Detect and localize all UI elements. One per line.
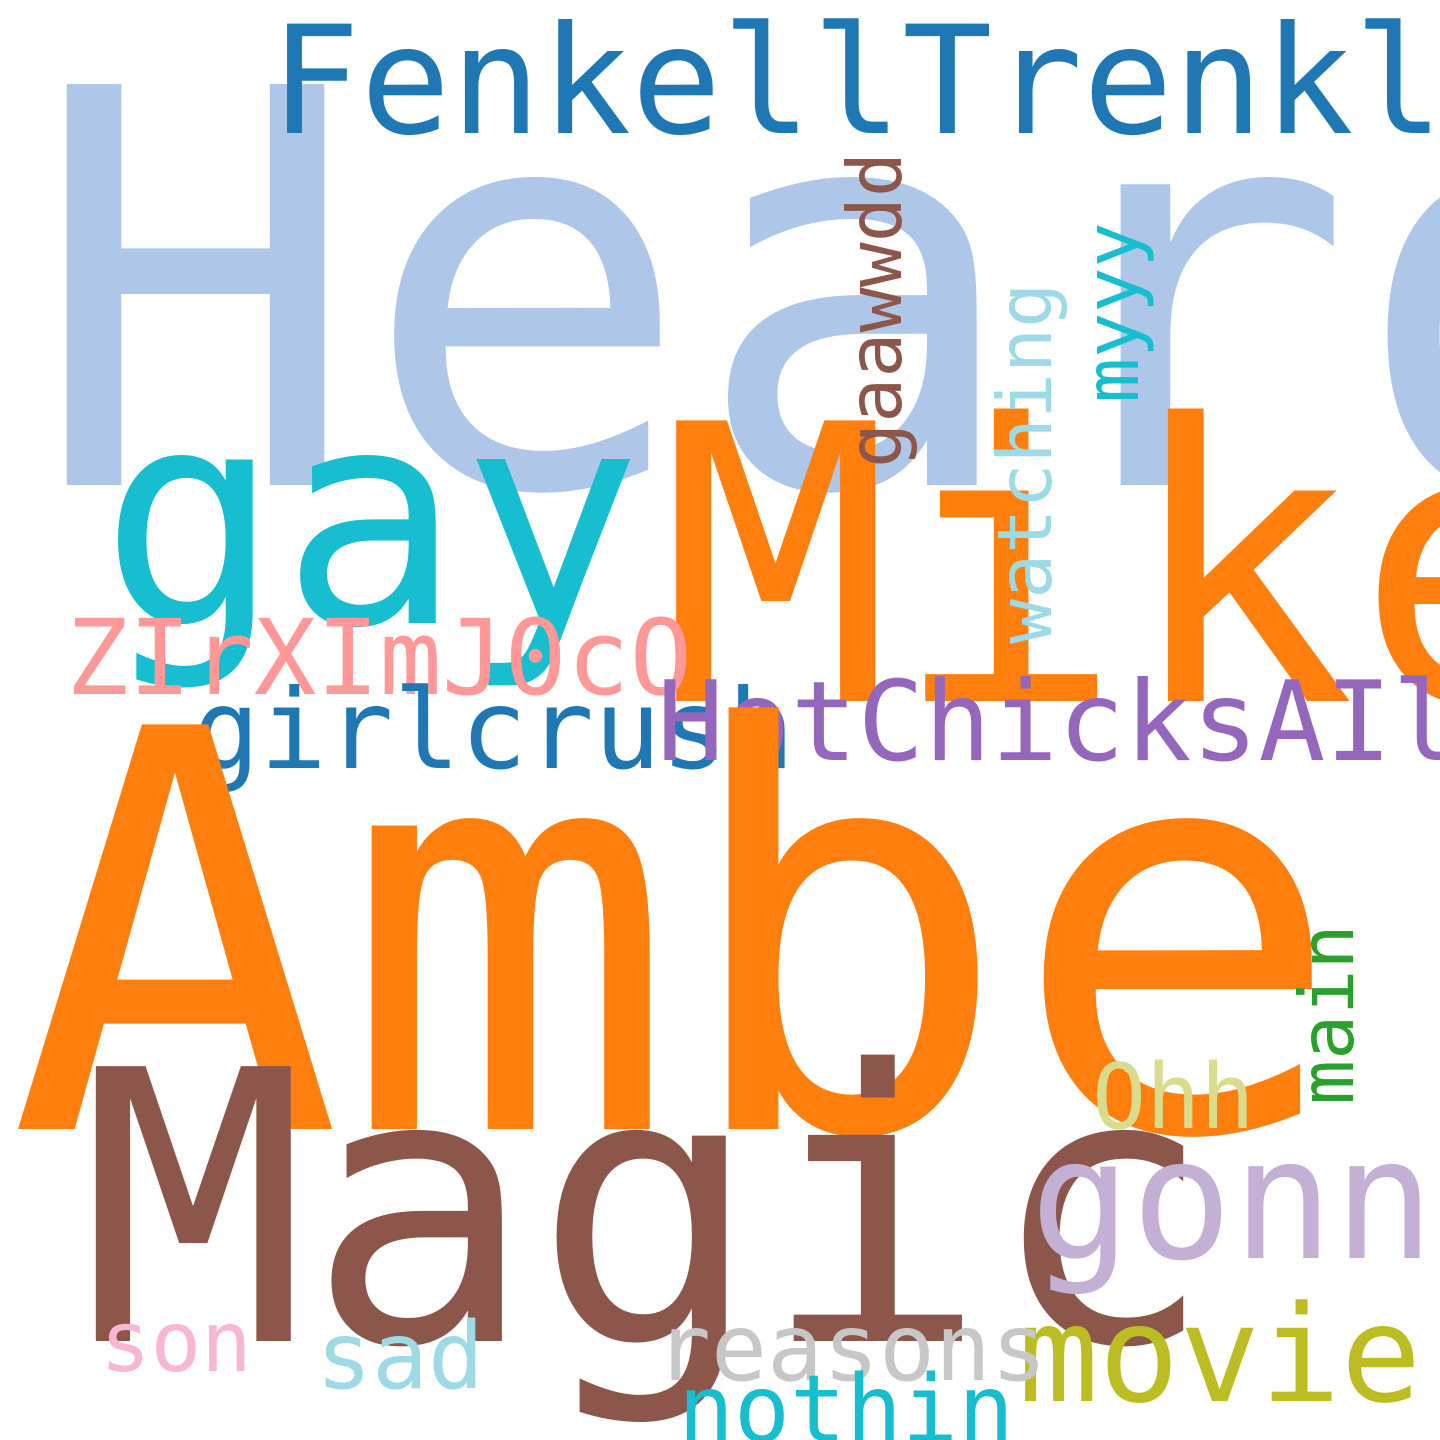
word-nothin: nothin [678,1355,1014,1440]
word-magic: Magic [80,991,1215,1430]
word-main: main [1283,924,1371,1105]
word-gaawwdd: gaawwdd [831,151,919,468]
word-watching: watching [981,282,1069,644]
word-ohh: Ohh [1092,1045,1255,1150]
word-reasons: reasons [655,1294,1047,1402]
word-myyy: myyy [1068,222,1156,403]
word-hotchicksailday: HotChicksAIlDay [657,658,1440,787]
word-sad: sad [316,1302,484,1410]
word-amber: Amber [8,614,1440,1260]
word-movie: movie [1018,1277,1422,1433]
word-girlcrush: girlcrush [193,666,795,795]
word-zirximj0co: ZIrXImJ0cO [66,597,693,719]
word-mike: Mike [660,344,1440,792]
word-gay: gay [100,345,642,694]
word-fenkelltrenkle: FenkellTrenkle [270,0,1440,169]
word-gonna: gonna [1030,1102,1440,1298]
word-heard: Heard [30,0,1440,615]
word-son: son [100,1293,252,1391]
